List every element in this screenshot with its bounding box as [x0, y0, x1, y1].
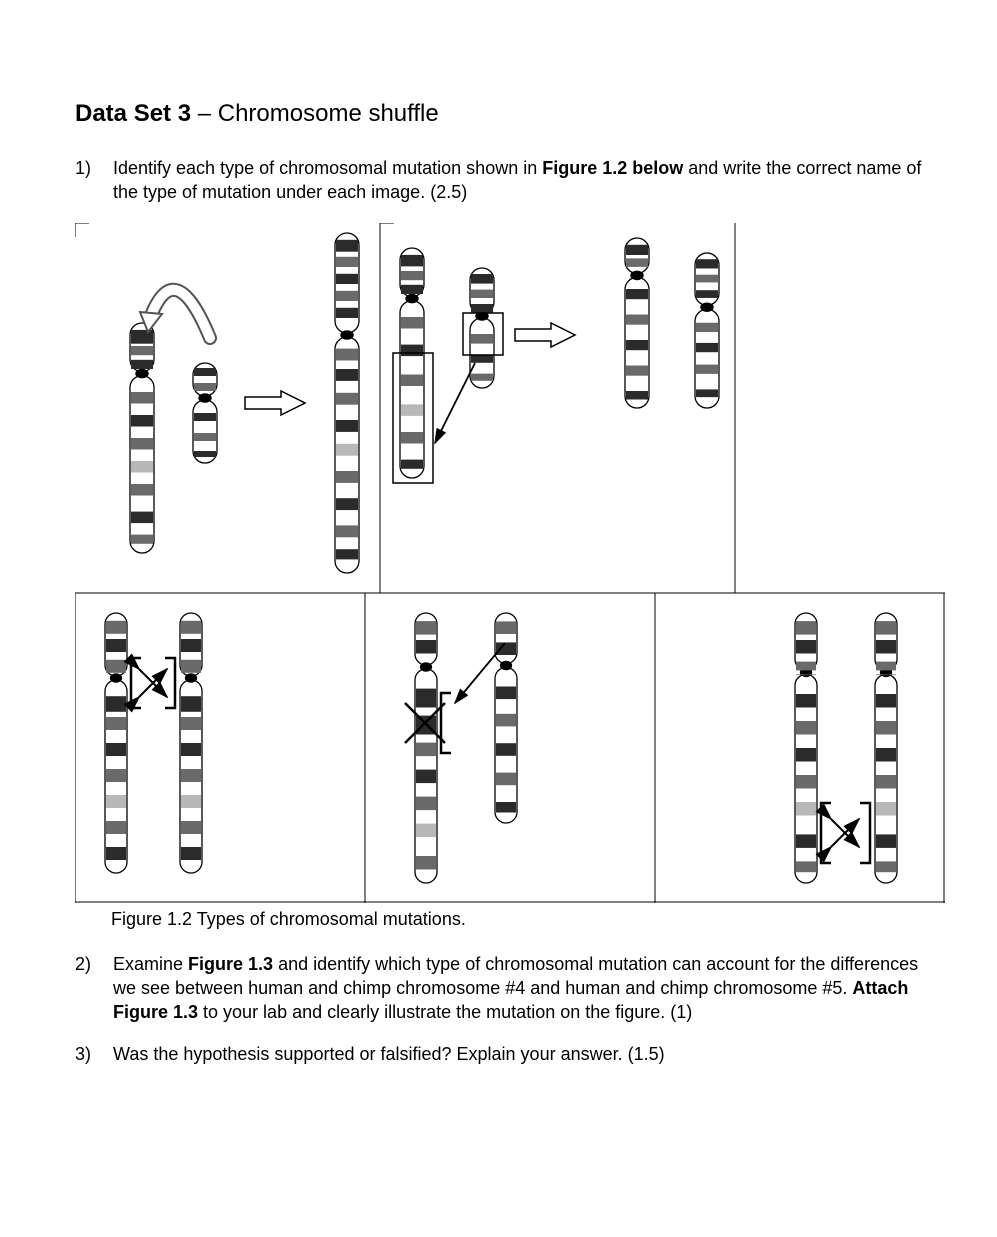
figure-1-2 [75, 223, 922, 903]
question-1: 1) Identify each type of chromosomal mut… [75, 156, 922, 205]
q3-num: 3) [75, 1042, 113, 1066]
question-2: 2) Examine Figure 1.3 and identify which… [75, 952, 922, 1025]
question-3: 3) Was the hypothesis supported or falsi… [75, 1042, 922, 1066]
q1-before: Identify each type of chromosomal mutati… [113, 158, 542, 178]
heading-bold: Data Set 3 [75, 100, 191, 127]
q2-bold1: Figure 1.3 [188, 954, 273, 974]
q2-after: to your lab and clearly illustrate the m… [198, 1002, 692, 1022]
q3-text: Was the hypothesis supported or falsifie… [113, 1042, 922, 1066]
heading-rest: – Chromosome shuffle [191, 100, 439, 127]
q2-num: 2) [75, 952, 113, 1025]
q1-num: 1) [75, 156, 113, 205]
figure-svg [75, 223, 945, 903]
figure-caption: Figure 1.2 Types of chromosomal mutation… [111, 909, 922, 930]
page-title: Data Set 3 – Chromosome shuffle [75, 100, 922, 128]
q2-before: Examine [113, 954, 188, 974]
q1-bold: Figure 1.2 below [542, 158, 683, 178]
